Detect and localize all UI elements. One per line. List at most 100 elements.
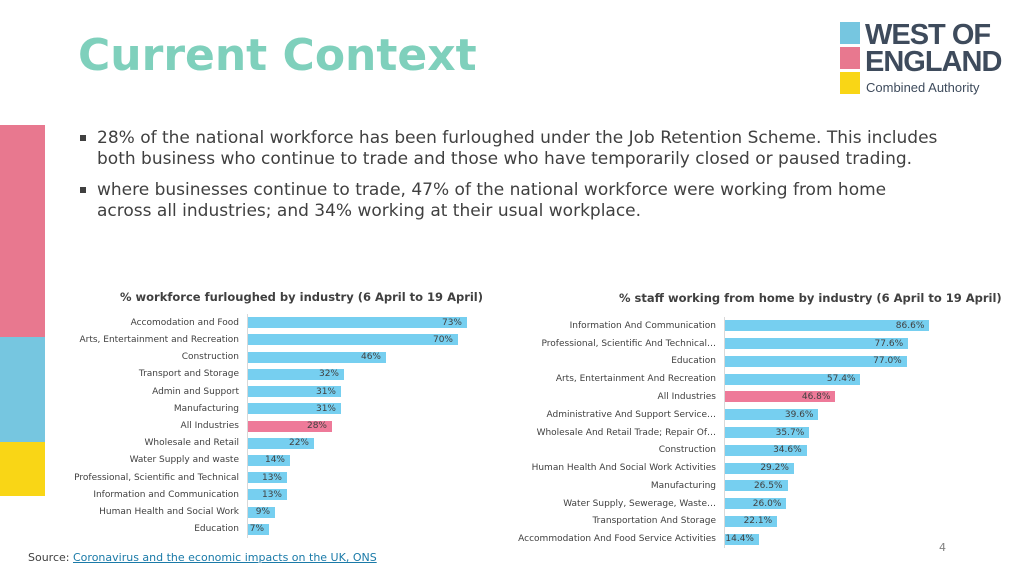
bullet-text: where businesses continue to trade, 47% …: [97, 180, 887, 221]
category-label: Human Health and Social Work: [99, 507, 239, 518]
data-label: 34.6%: [773, 445, 802, 456]
bar: [248, 523, 269, 535]
data-label: 46%: [360, 352, 381, 363]
data-label: 77.6%: [874, 338, 904, 349]
slide-title: Current Context: [78, 30, 477, 81]
source-line: Source: Coronavirus and the economic imp…: [28, 551, 377, 564]
chart-title-working-from-home: % staff working from home by industry (6…: [619, 291, 1002, 305]
bar: [248, 403, 341, 415]
bullet-item: where businesses continue to trade, 47% …: [78, 180, 938, 222]
category-label: Administrative And Support Service…: [546, 409, 716, 420]
category-label: Human Health And Social Work Activities: [531, 463, 716, 474]
bar-highlight: [725, 391, 836, 403]
data-label: 28%: [306, 421, 327, 431]
bullet-item: 28% of the national workforce has been f…: [78, 128, 938, 170]
bar: [248, 437, 314, 449]
data-label: 22%: [288, 438, 309, 449]
data-label: 7%: [249, 524, 264, 535]
bar: [725, 480, 788, 492]
bar: [725, 427, 810, 438]
furloughed-bar-chart: Accomodation and Food 73% Arts, Entertainm…: [74, 314, 547, 538]
chart-axis-line: [247, 314, 248, 538]
category-label: Education: [671, 356, 716, 367]
bar: [248, 317, 467, 329]
bar: [248, 351, 386, 363]
category-label: Wholesale and Retail: [144, 438, 239, 449]
data-label: 14%: [264, 455, 285, 466]
category-label: Professional, Scientific and Technical: [74, 472, 239, 483]
bar: [725, 409, 819, 421]
bar: [725, 515, 778, 527]
bullet-list: 28% of the national workforce has been f…: [78, 128, 938, 232]
data-label: 31%: [315, 403, 336, 414]
data-label: 14.4%: [725, 534, 754, 545]
data-label: 13%: [261, 489, 282, 500]
bar: [248, 489, 287, 501]
category-label: Water Supply and waste: [129, 455, 239, 466]
bar: [248, 334, 458, 346]
data-label: 46.8%: [801, 391, 831, 402]
bar: [248, 368, 344, 380]
logo-line-3: Combined Authority: [866, 80, 980, 95]
working-from-home-bar-chart: Information And Communication 86.6% Profes…: [518, 317, 960, 548]
data-label: 31%: [315, 386, 336, 397]
chart-axis-line: [724, 317, 725, 548]
logo-line-2: ENGLAND: [865, 46, 1002, 78]
category-label: Manufacturing: [650, 480, 716, 491]
bullet-square-icon: [80, 135, 86, 141]
left-pink-stripe: [0, 125, 45, 337]
bar: [248, 386, 341, 398]
page-number: 4: [939, 541, 946, 554]
bar: [725, 373, 861, 385]
category-label: Admin and Support: [152, 386, 239, 397]
bar: [725, 338, 909, 350]
data-label: 77.0%: [873, 356, 902, 367]
data-label: 13%: [261, 472, 282, 483]
bar: [725, 462, 794, 474]
data-label: 26.0%: [752, 498, 782, 509]
category-label: Construction: [181, 352, 239, 363]
bar: [248, 506, 275, 518]
bullet-text: 28% of the national workforce has been f…: [97, 128, 938, 169]
data-label: 39.6%: [784, 409, 814, 420]
data-label: 26.5%: [753, 480, 783, 491]
chart-title-furloughed: % workforce furloughed by industry (6 Ap…: [120, 290, 484, 304]
category-label: Information And Communication: [569, 320, 716, 331]
logo-yellow-square: [840, 72, 860, 94]
logo-line-1: WEST OF: [865, 19, 991, 51]
data-label: 73%: [441, 317, 462, 328]
data-label: 86.6%: [895, 320, 925, 331]
bar: [725, 444, 807, 456]
category-label: Information and Communication: [93, 489, 239, 500]
bar-highlight: [248, 420, 332, 432]
bar: [725, 320, 930, 332]
category-label: All Industries: [657, 391, 716, 402]
data-label: 22.1%: [743, 516, 773, 527]
bullet-square-icon: [80, 187, 86, 193]
west-of-england-logo: WEST OF ENGLAND Combined Authority: [840, 19, 1010, 98]
category-label: Wholesale And Retail Trade; Repair Of…: [536, 427, 716, 438]
category-label: All Industries: [180, 421, 239, 431]
left-yellow-stripe: [0, 442, 45, 496]
data-label: 29.2%: [760, 463, 789, 474]
logo-blue-square: [840, 22, 860, 44]
data-label: 9%: [255, 507, 270, 518]
category-label: Accomodation and Food: [130, 317, 239, 328]
category-label: Manufacturing: [173, 403, 239, 414]
category-label: Transportation And Storage: [592, 516, 717, 527]
left-blue-stripe: [0, 337, 45, 442]
category-label: Water Supply, Sewerage, Waste…: [563, 498, 716, 509]
category-label: Arts, Entertainment and Recreation: [79, 334, 239, 345]
category-label: Accommodation And Food Service Activitie…: [518, 534, 716, 545]
category-label: Professional, Scientific And Technical…: [541, 338, 716, 349]
category-label: Construction: [658, 445, 716, 456]
category-label: Arts, Entertainment And Recreation: [555, 374, 716, 385]
data-label: 32%: [318, 369, 339, 380]
bar: [725, 355, 907, 367]
logo-pink-square: [840, 47, 860, 69]
category-label: Education: [194, 524, 239, 535]
data-label: 35.7%: [775, 427, 805, 438]
source-link[interactable]: Coronavirus and the economic impacts on …: [73, 551, 377, 564]
bar: [725, 533, 759, 545]
bar: [725, 498, 787, 510]
